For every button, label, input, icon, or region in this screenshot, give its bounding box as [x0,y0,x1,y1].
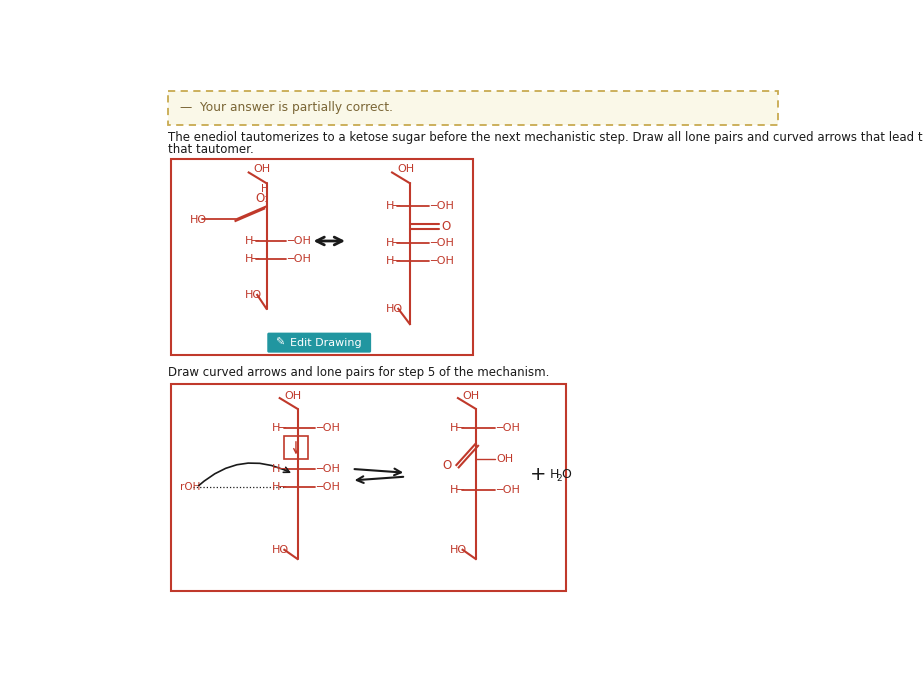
Text: OH: OH [284,391,302,401]
FancyBboxPatch shape [268,333,371,353]
Text: H─: H─ [272,482,287,492]
Text: HO: HO [386,304,403,313]
Text: ─OH: ─OH [496,423,520,433]
Text: H: H [261,184,269,194]
Text: rOH: rOH [181,482,201,492]
FancyBboxPatch shape [171,158,473,355]
Text: 2: 2 [557,475,562,483]
FancyBboxPatch shape [171,384,567,590]
Text: —  Your answer is partially correct.: — Your answer is partially correct. [181,101,393,114]
FancyBboxPatch shape [284,436,307,459]
Text: H─: H─ [245,254,260,264]
Text: H: H [549,468,558,481]
Text: O:: O: [256,192,269,205]
Text: ─OH: ─OH [496,485,520,495]
Text: The enediol tautomerizes to a ketose sugar before the next mechanistic step. Dra: The enediol tautomerizes to a ketose sug… [168,131,923,144]
Text: H─: H─ [386,256,401,266]
Text: H─: H─ [272,423,287,433]
Text: OH: OH [496,454,513,464]
Text: ─OH: ─OH [316,464,340,474]
Text: OH: OH [398,165,414,174]
Text: H─: H─ [386,238,401,248]
Text: H─: H─ [245,236,260,246]
Text: HO: HO [245,290,262,300]
Text: OH: OH [462,391,480,401]
Text: ─OH: ─OH [316,423,340,433]
Text: OH: OH [253,165,270,174]
Text: O: O [441,220,450,233]
Text: ─OH: ─OH [430,238,454,248]
Text: that tautomer.: that tautomer. [168,143,254,156]
FancyBboxPatch shape [168,91,778,124]
Text: ─OH: ─OH [287,254,310,264]
Text: HO: HO [450,545,467,555]
Text: O: O [561,468,570,481]
Text: ─OH: ─OH [430,201,454,211]
Text: ─OH: ─OH [287,236,310,246]
Text: ─OH: ─OH [430,256,454,266]
Text: ─OH: ─OH [316,482,340,492]
Text: H─: H─ [450,423,465,433]
Text: HO: HO [190,215,207,225]
Text: Edit Drawing: Edit Drawing [282,338,362,347]
Text: HO: HO [272,545,289,555]
Text: H─: H─ [450,485,465,495]
Text: H─: H─ [386,201,401,211]
Text: O: O [442,458,451,471]
Text: Draw curved arrows and lone pairs for step 5 of the mechanism.: Draw curved arrows and lone pairs for st… [168,366,549,379]
Text: H─: H─ [272,464,287,474]
Text: +: + [530,465,546,483]
Text: ✎: ✎ [275,338,284,347]
